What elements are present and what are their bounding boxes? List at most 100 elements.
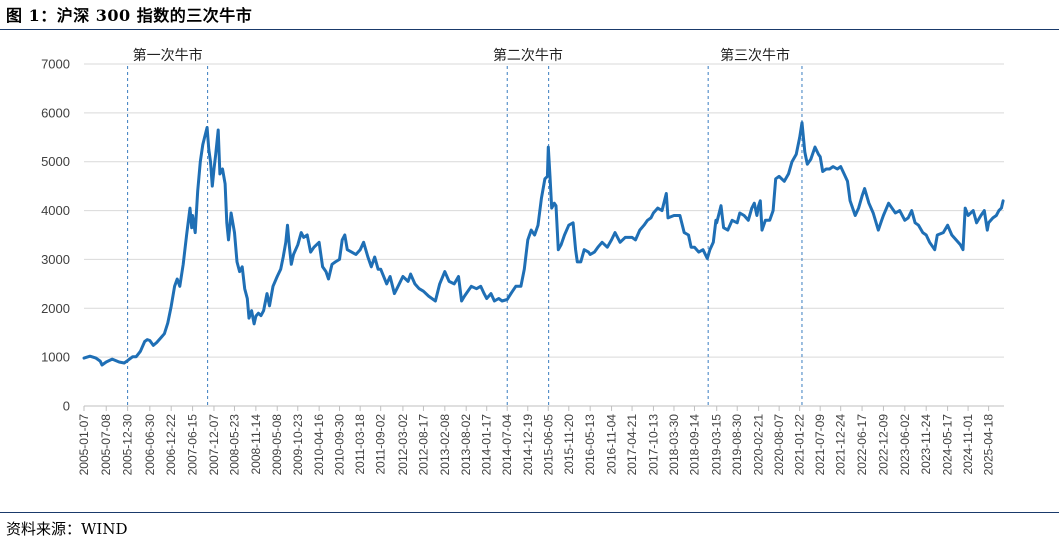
data-point: [215, 153, 217, 155]
y-axis-ticks: 0 1000 2000 3000 4000 5000 6000 7000: [41, 57, 70, 414]
data-point: [241, 266, 243, 268]
data-point: [739, 212, 741, 214]
data-point: [310, 251, 312, 253]
y-tick-label: 6000: [41, 105, 70, 120]
source-note: 资料来源：WIND: [6, 520, 128, 538]
x-tick-label: 2021-01-22: [793, 414, 807, 476]
data-point: [370, 266, 372, 268]
data-point: [992, 217, 994, 219]
data-point: [226, 222, 228, 224]
x-tick-label: 2017-04-21: [625, 414, 639, 476]
x-tick-label: 2010-09-30: [333, 414, 347, 476]
data-point: [639, 229, 641, 231]
data-point: [534, 234, 536, 236]
data-point: [657, 207, 659, 209]
data-point: [693, 246, 696, 248]
data-point: [83, 357, 85, 359]
data-point: [980, 214, 982, 217]
data-point: [610, 239, 613, 241]
data-point: [716, 222, 718, 224]
x-tick-label: 2011-09-02: [374, 414, 388, 475]
data-point: [806, 163, 808, 165]
x-tick-label: 2012-08-17: [416, 414, 430, 476]
data-point: [297, 244, 299, 246]
data-point: [377, 268, 379, 270]
data-point: [747, 219, 749, 221]
data-point: [922, 232, 924, 234]
top-rule: [0, 29, 1059, 30]
data-point: [679, 214, 681, 217]
data-point: [932, 246, 934, 248]
data-point: [233, 232, 236, 234]
data-point: [123, 362, 125, 364]
data-point: [325, 271, 327, 273]
data-point: [410, 273, 412, 275]
data-point: [836, 168, 838, 170]
data-point: [601, 241, 603, 243]
data-point: [761, 229, 763, 231]
data-point: [206, 126, 208, 129]
data-point: [986, 229, 988, 231]
x-tick-label: 2018-03-30: [667, 414, 681, 476]
data-point: [363, 241, 365, 243]
data-point: [163, 333, 165, 335]
data-point: [174, 285, 176, 287]
data-point: [355, 253, 357, 256]
data-point: [702, 249, 704, 251]
data-point: [239, 271, 241, 273]
data-point: [453, 283, 455, 285]
data-point: [764, 219, 767, 221]
data-point: [493, 300, 495, 302]
data-point: [253, 323, 255, 325]
period-label: 第一次牛市: [133, 47, 203, 64]
x-tick-label: 2023-06-02: [898, 414, 912, 476]
data-point: [490, 293, 492, 295]
data-point: [868, 202, 870, 204]
x-tick-label: 2008-05-23: [227, 414, 241, 476]
data-point: [891, 207, 893, 209]
data-point: [170, 305, 172, 307]
data-point: [144, 340, 146, 343]
data-point: [217, 129, 219, 131]
x-tick-label: 2015-11-20: [562, 414, 576, 475]
data-point: [753, 202, 755, 204]
data-point: [795, 153, 797, 155]
data-point: [942, 232, 944, 234]
data-point: [683, 232, 685, 234]
data-point: [756, 214, 758, 217]
data-point: [182, 263, 184, 265]
data-point: [1002, 200, 1004, 202]
data-point: [246, 297, 248, 300]
data-point: [783, 180, 785, 182]
data-point: [715, 219, 717, 221]
data-point: [515, 285, 517, 287]
data-point: [227, 239, 230, 241]
data-point: [964, 207, 966, 209]
data-point: [167, 322, 169, 324]
data-point: [439, 283, 441, 285]
data-point: [346, 249, 348, 251]
data-point: [619, 241, 621, 243]
data-point: [263, 310, 265, 312]
data-point: [690, 246, 692, 248]
data-point: [547, 146, 549, 148]
x-tick-label: 2020-02-21: [752, 414, 766, 476]
x-axis: 2005-01-07 2005-07-08 2005-12-30 2006-06-30…: [77, 405, 1004, 476]
series-layer: [82, 121, 1005, 367]
data-point: [219, 173, 221, 175]
data-point: [386, 283, 388, 285]
data-point: [801, 122, 803, 124]
data-point: [553, 202, 555, 204]
data-point: [934, 249, 936, 251]
data-point: [698, 251, 700, 253]
data-point: [568, 224, 570, 226]
data-point: [306, 234, 308, 236]
data-point: [832, 166, 834, 168]
data-point: [351, 251, 353, 253]
data-point: [475, 288, 478, 290]
data-point: [156, 341, 158, 344]
data-point: [560, 244, 562, 246]
data-point: [775, 178, 777, 180]
x-tick-label: 2018-09-14: [687, 414, 701, 476]
data-point: [587, 251, 590, 253]
